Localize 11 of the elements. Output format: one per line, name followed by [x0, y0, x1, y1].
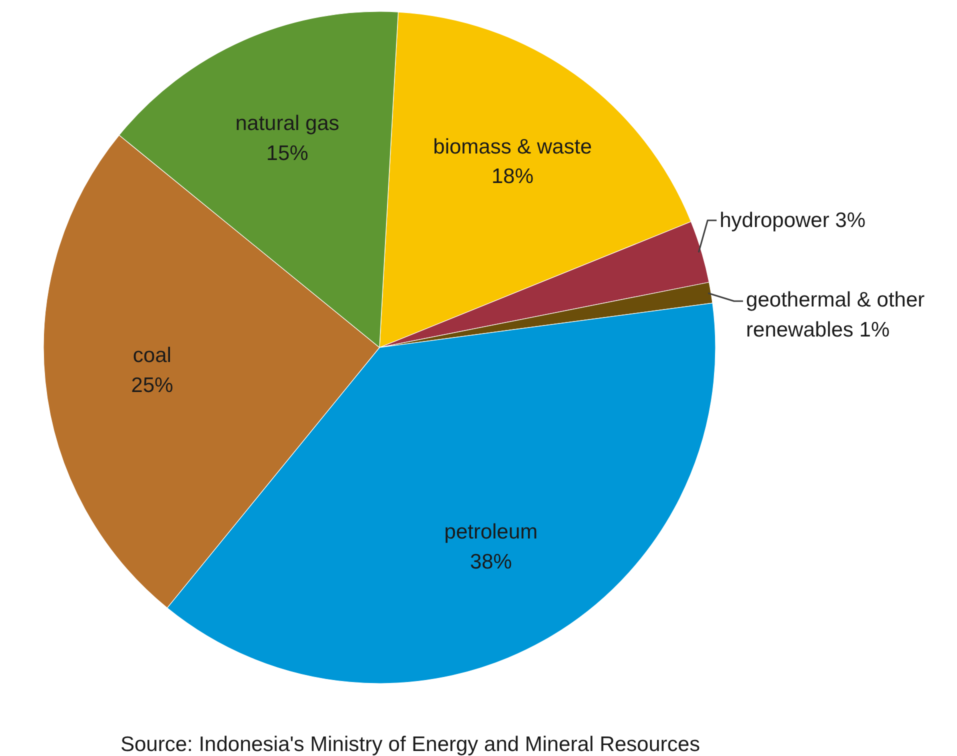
- slice-label: geothermal & other renewables 1%: [746, 288, 925, 342]
- slice-label: natural gas: [235, 112, 340, 135]
- data-label: 18%: [491, 165, 534, 188]
- slice-label: hydropower 3%: [720, 208, 866, 232]
- slice-label: petroleum: [444, 520, 538, 544]
- source-note: Source: Indonesia's Ministry of Energy and Mineral Resources: [120, 733, 700, 756]
- data-label: 15%: [266, 142, 308, 165]
- slice-label: biomass & waste: [433, 135, 592, 158]
- data-label: 38%: [470, 550, 512, 574]
- slice-label: coal: [132, 344, 172, 368]
- data-label: 25%: [131, 374, 174, 398]
